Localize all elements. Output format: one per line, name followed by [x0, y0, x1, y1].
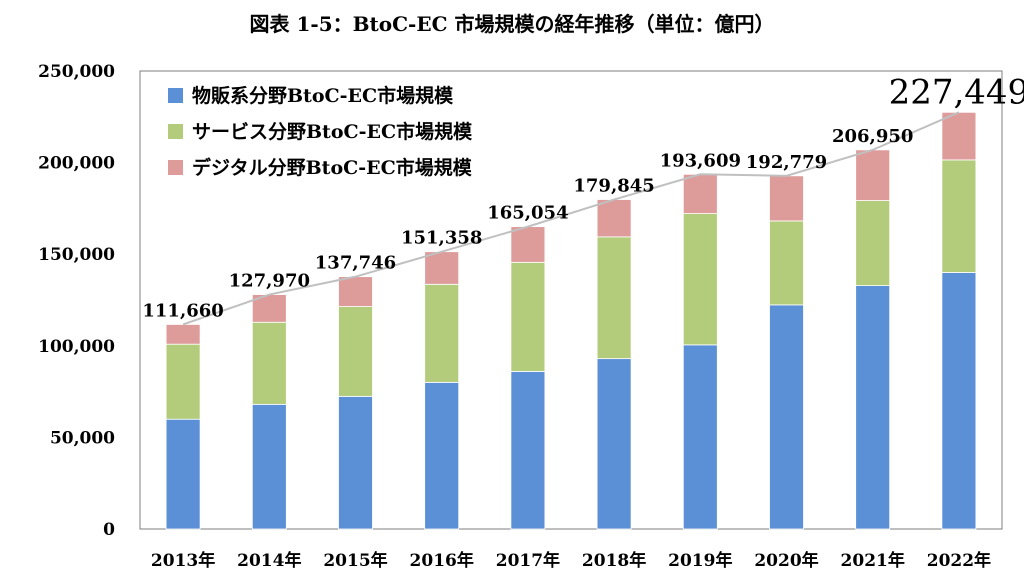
bar-segment-series-0 [596, 358, 632, 530]
total-data-label: 165,054 [487, 203, 568, 224]
total-data-label: 111,660 [142, 300, 223, 321]
bar-segment-series-0 [510, 371, 546, 530]
bar-segment-series-2 [855, 149, 891, 201]
total-data-label: 151,358 [401, 228, 482, 249]
x-tick-label: 2019年 [668, 550, 732, 571]
legend-label: 物販系分野BtoC-EC市場規模 [192, 84, 454, 107]
bars-group [165, 111, 977, 530]
bar-segment-series-0 [165, 418, 201, 530]
total-data-label: 192,779 [746, 152, 827, 173]
bar-segment-series-0 [424, 381, 460, 530]
bar-segment-series-2 [510, 226, 546, 263]
bar-segment-series-2 [596, 199, 632, 238]
legend: 物販系分野BtoC-EC市場規模サービス分野BtoC-EC市場規模デジタル分野B… [168, 84, 473, 179]
bar-segment-series-1 [338, 306, 373, 397]
y-tick-label: 0 [103, 520, 115, 540]
bar-segment-series-0 [855, 285, 891, 530]
x-tick-label: 2022年 [927, 550, 991, 571]
y-tick-label: 150,000 [38, 245, 115, 265]
total-data-label: 137,746 [315, 253, 396, 274]
y-tick-label: 250,000 [38, 62, 115, 82]
bar-segment-series-1 [596, 236, 632, 360]
total-data-label: 179,845 [573, 176, 654, 197]
x-tick-label: 2020年 [754, 550, 818, 571]
x-tick-label: 2016年 [410, 550, 474, 571]
x-tick-label: 2017年 [496, 550, 560, 571]
bar-segment-series-0 [251, 403, 287, 530]
bar-segment-series-1 [165, 343, 201, 420]
total-trend-line [182, 111, 960, 326]
y-tick-label: 50,000 [50, 428, 115, 448]
x-tick-label: 2021年 [841, 550, 905, 571]
x-tick-label: 2018年 [582, 550, 646, 571]
bar-segment-series-1 [855, 200, 891, 286]
bar-segment-series-1 [251, 321, 287, 405]
bar-segment-series-2 [769, 175, 804, 222]
total-data-label: 193,609 [660, 150, 741, 171]
bar-segment-series-0 [941, 272, 977, 530]
y-tick-label: 100,000 [38, 337, 115, 357]
x-axis-ticks: 2013年 2014年 2015年 2016年 2017年 2018年 2019年 2020年… [151, 550, 991, 571]
legend-swatch [168, 124, 183, 139]
bar-segment-series-1 [769, 220, 804, 306]
total-data-label: 127,970 [229, 271, 310, 292]
bar-segment-series-1 [424, 283, 460, 383]
legend-label: デジタル分野BtoC-EC市場規模 [192, 156, 473, 179]
bar-segment-series-2 [424, 251, 460, 285]
total-labels: 111,660 127,970137,746151,358165,054179,8… [142, 72, 1024, 321]
bar-segment-series-0 [769, 304, 804, 530]
legend-swatch [168, 160, 183, 175]
legend-label: サービス分野BtoC-EC市場規模 [192, 120, 473, 143]
bar-segment-series-1 [941, 159, 977, 273]
bar-segment-series-1 [682, 213, 718, 346]
chart-title: 図表 1-5：BtoC-EC 市場規模の経年推移（単位：億円） [249, 12, 775, 36]
bar-segment-series-0 [338, 395, 373, 530]
plot-area-frame [139, 70, 1003, 530]
y-tick-label: 200,000 [38, 154, 115, 174]
y-axis-ticks: 0 50,000 100,000 150,000 200,000 250,000 [38, 62, 115, 540]
bar-segment-series-1 [510, 261, 546, 372]
total-line-group [182, 111, 960, 326]
bar-segment-series-2 [682, 173, 718, 214]
bar-segment-series-0 [682, 344, 718, 530]
bar-segment-series-2 [165, 324, 201, 345]
x-tick-label: 2015年 [323, 550, 387, 571]
total-data-label: 227,449 [889, 72, 1024, 112]
bar-segment-series-2 [941, 111, 977, 161]
x-tick-label: 2014年 [237, 550, 301, 571]
x-tick-label: 2013年 [151, 550, 215, 571]
legend-swatch [168, 88, 183, 103]
total-data-label: 206,950 [832, 126, 913, 147]
bar-segment-series-2 [338, 276, 373, 307]
